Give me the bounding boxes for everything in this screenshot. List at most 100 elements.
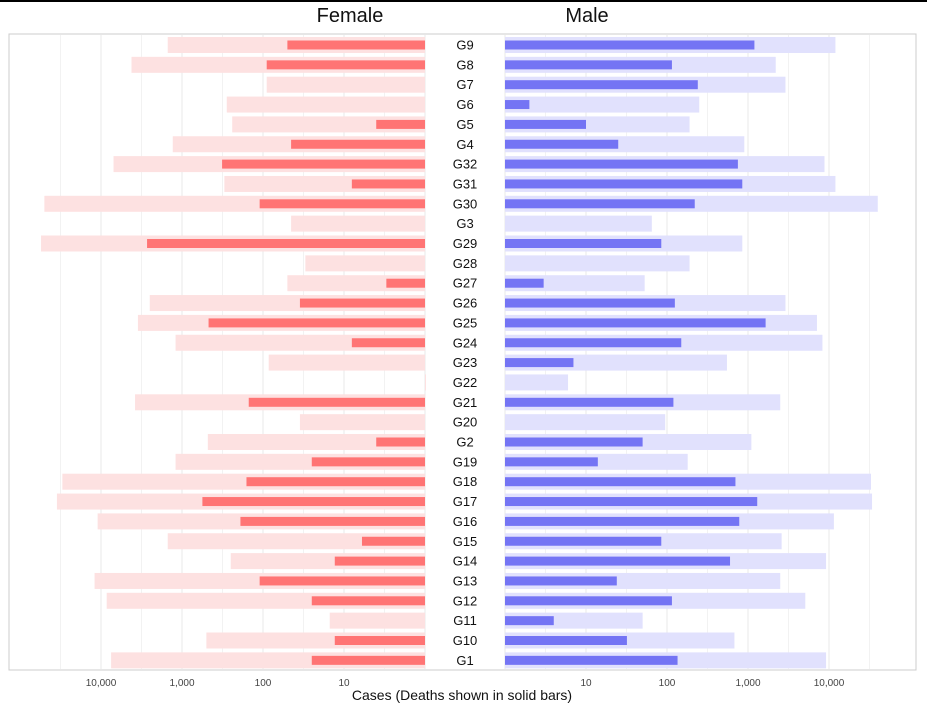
male-deaths-bar <box>505 139 619 149</box>
x-tick-label: 10 <box>580 678 592 689</box>
female-deaths-bar <box>222 159 425 169</box>
male-cases-bar <box>505 215 652 232</box>
female-deaths-bar <box>246 477 425 487</box>
male-deaths-bar <box>505 358 574 368</box>
panel-title-female: Female <box>317 5 384 27</box>
category-label: G29 <box>453 236 478 251</box>
female-deaths-bar <box>248 397 425 407</box>
female-deaths-bar <box>299 298 425 308</box>
category-label: G16 <box>453 514 478 529</box>
female-deaths-bar <box>311 655 425 665</box>
female-deaths-bar <box>361 536 425 546</box>
category-label: G3 <box>456 216 473 231</box>
male-deaths-bar <box>505 655 678 665</box>
bars <box>41 37 878 669</box>
female-deaths-bar <box>376 437 425 447</box>
female-deaths-bar <box>266 60 425 70</box>
male-deaths-bar <box>505 556 731 566</box>
male-deaths-bar <box>505 40 755 50</box>
female-deaths-bar <box>287 40 425 50</box>
male-deaths-bar <box>505 616 554 626</box>
female-cases-bar <box>291 215 425 232</box>
female-deaths-bar <box>259 576 425 586</box>
category-label: G30 <box>453 196 478 211</box>
category-label: G1 <box>456 653 473 668</box>
male-deaths-bar <box>505 298 675 308</box>
category-label: G19 <box>453 454 478 469</box>
female-cases-bar <box>207 434 425 450</box>
female-deaths-bar <box>351 179 425 189</box>
category-label: G2 <box>456 435 473 450</box>
category-label: G12 <box>453 593 478 608</box>
category-label: G28 <box>453 256 478 271</box>
female-deaths-bar <box>351 338 425 348</box>
male-deaths-bar <box>505 119 586 129</box>
category-label: G14 <box>453 554 478 569</box>
male-deaths-bar <box>505 60 672 70</box>
male-cases-bar <box>505 96 700 113</box>
female-cases-bar <box>305 255 425 272</box>
female-cases-bar <box>226 96 425 113</box>
category-label: G22 <box>453 375 478 390</box>
panel-title-male: Male <box>565 5 608 27</box>
male-deaths-bar <box>505 199 695 209</box>
male-cases-bar <box>505 414 666 431</box>
category-label: G21 <box>453 395 478 410</box>
male-deaths-bar <box>505 437 643 447</box>
female-cases-bar <box>266 76 425 93</box>
male-deaths-bar <box>505 477 736 487</box>
category-label: G13 <box>453 573 478 588</box>
x-tick-label: 1,000 <box>735 678 760 689</box>
top-rule <box>0 0 927 2</box>
male-deaths-bar <box>505 80 698 90</box>
category-label: G10 <box>453 633 478 648</box>
male-deaths-bar <box>505 397 674 407</box>
male-deaths-bar <box>505 318 766 328</box>
category-label: G9 <box>456 38 473 53</box>
male-deaths-bar <box>505 278 544 288</box>
category-label: G6 <box>456 97 473 112</box>
category-label: G26 <box>453 296 478 311</box>
x-axis-label: Cases (Deaths shown in solid bars) <box>352 687 572 703</box>
male-deaths-bar <box>505 239 662 248</box>
female-deaths-bar <box>334 636 425 645</box>
female-deaths-bar <box>334 556 425 566</box>
female-cases-bar <box>425 374 426 391</box>
category-label: G4 <box>456 137 473 152</box>
female-deaths-bar <box>147 239 425 248</box>
category-label: G11 <box>453 613 477 628</box>
x-tick-label: 100 <box>255 678 272 689</box>
plot-panel <box>8 33 917 671</box>
category-label: G8 <box>456 57 473 72</box>
x-tick-label: 10,000 <box>814 678 845 689</box>
category-label: G17 <box>453 494 478 509</box>
category-label: G31 <box>453 176 478 191</box>
category-label: G23 <box>453 355 478 370</box>
female-deaths-bar <box>202 497 425 507</box>
category-labels: G9 G8 G7 G6 G5 G4 G32 G31 G30 G3 G29 G28 G27 G26 G25 G2… <box>453 38 478 668</box>
category-label: G7 <box>456 77 473 92</box>
male-deaths-bar <box>505 100 530 110</box>
male-deaths-bar <box>505 457 598 467</box>
male-deaths-bar <box>505 338 682 348</box>
x-tick-label: 10,000 <box>86 678 117 689</box>
female-deaths-bar <box>376 119 425 129</box>
male-deaths-bar <box>505 576 617 586</box>
category-label: G24 <box>453 335 478 350</box>
female-deaths-bar <box>208 318 425 328</box>
category-label: G5 <box>456 117 473 132</box>
category-label: G15 <box>453 534 478 549</box>
female-cases-bar <box>268 354 425 371</box>
category-label: G18 <box>453 474 478 489</box>
male-deaths-bar <box>505 159 738 169</box>
category-label: G32 <box>453 157 478 172</box>
category-label: G20 <box>453 415 478 430</box>
male-cases-bar <box>505 374 569 391</box>
male-deaths-bar <box>505 596 672 606</box>
female-deaths-bar <box>240 516 425 526</box>
male-deaths-bar <box>505 516 740 526</box>
x-ticks: 10 10 100 100 1,000 1,000 10,000 10,000 <box>86 678 845 689</box>
female-deaths-bar <box>386 278 425 288</box>
female-deaths-bar <box>291 139 425 149</box>
